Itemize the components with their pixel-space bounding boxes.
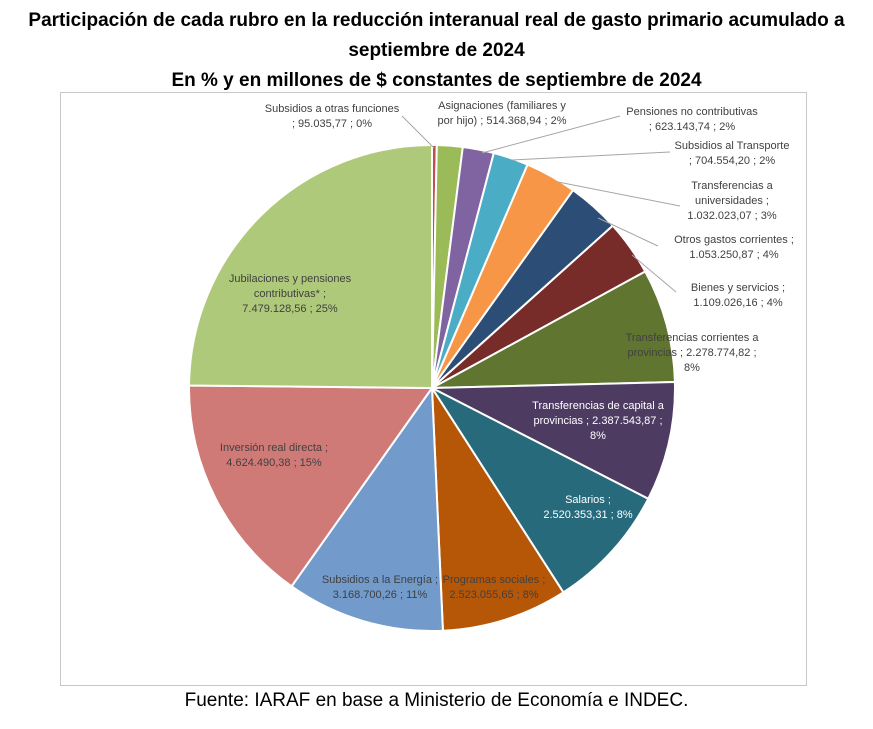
data-label-line: Subsidios a otras funciones bbox=[265, 103, 400, 115]
pie-slice-subsidios-a-la-energia bbox=[290, 385, 444, 632]
leader-line-pensiones-no-contributivas bbox=[481, 115, 621, 154]
data-label-line: Bienes y servicios ; bbox=[691, 282, 785, 294]
data-label-line: Jubilaciones y pensiones bbox=[229, 273, 352, 285]
title-line-2: septiembre de 2024 bbox=[348, 40, 525, 61]
data-label-line: Asignaciones (familiares y bbox=[438, 100, 566, 112]
data-label-line: 1.032.023,07 ; 3% bbox=[687, 210, 777, 222]
data-label-line: Transferencias corrientes a bbox=[626, 332, 760, 344]
data-label-line: universidades ; bbox=[695, 195, 769, 207]
data-label-line: provincias ; 2.387.543,87 ; bbox=[533, 415, 662, 427]
data-label-pensiones-no-contributivas: Pensiones no contributivas ; 623.143,74 ;… bbox=[626, 106, 758, 133]
data-label-line: 8% bbox=[684, 362, 700, 374]
data-label-asignaciones-familiares-y-por-hijo: Asignaciones (familiares y por hijo) ; 51… bbox=[437, 100, 566, 127]
data-label-line: 2.523.055,65 ; 8% bbox=[449, 589, 539, 601]
data-label-transferencias-de-capital-a-provincias: Transferencias de capital a provincias ; … bbox=[532, 400, 665, 442]
data-label-line: 8% bbox=[590, 430, 606, 442]
chart-frame bbox=[60, 92, 807, 686]
data-labels: Subsidios a otras funciones ; 95.035,77 ;… bbox=[220, 100, 794, 601]
data-label-otros-gastos-corrientes: Otros gastos corrientes ; 1.053.250,87 ; … bbox=[674, 234, 794, 261]
data-label-line: provincias ; 2.278.774,82 ; bbox=[627, 347, 756, 359]
data-label-line: ; 704.554,20 ; 2% bbox=[689, 155, 775, 167]
pie-slice-transferencias-de-capital-a-provincias bbox=[431, 380, 676, 501]
leader-line-transferencias-a-universidades bbox=[557, 181, 681, 207]
data-label-line: Subsidios a la Energía ; bbox=[322, 574, 438, 586]
source-note: Fuente: IARAF en base a Ministerio de Ec… bbox=[184, 690, 689, 711]
pie-slice-salarios bbox=[429, 385, 650, 594]
pie-slice-programas-sociales bbox=[430, 384, 565, 632]
title-line-1: Participación de cada rubro en la reducc… bbox=[28, 10, 845, 31]
data-label-line: 7.479.128,56 ; 25% bbox=[242, 303, 338, 315]
data-label-line: 1.109.026,16 ; 4% bbox=[693, 297, 783, 309]
data-label-line: contributivas* ; bbox=[254, 288, 326, 300]
data-label-programas-sociales: Programas sociales ; 2.523.055,65 ; 8% bbox=[443, 574, 546, 601]
data-label-transferencias-corrientes-a-provincias: Transferencias corrientes a provincias ; … bbox=[626, 332, 760, 374]
title-line-3: En % y en millones de $ constantes de se… bbox=[171, 70, 702, 91]
data-label-line: ; 623.143,74 ; 2% bbox=[649, 121, 735, 133]
leader-line-subsidios-al-transporte bbox=[511, 151, 671, 161]
data-label-line: 3.168.700,26 ; 11% bbox=[333, 589, 428, 601]
pie-slices bbox=[187, 143, 676, 632]
leader-line-otros-gastos-corrientes bbox=[597, 217, 659, 247]
data-label-line: ; 95.035,77 ; 0% bbox=[292, 118, 372, 130]
data-label-inversion-real-directa: Inversión real directa ; 4.624.490,38 ; 1… bbox=[220, 442, 328, 469]
data-label-transferencias-a-universidades: Transferencias a universidades ; 1.032.023… bbox=[687, 180, 777, 222]
data-label-line: Programas sociales ; bbox=[443, 574, 546, 586]
leader-line-bienes-y-servicios bbox=[631, 254, 677, 293]
data-label-subsidios-a-la-energia: Subsidios a la Energía ; 3.168.700,26 ; 1… bbox=[322, 574, 438, 601]
data-label-line: Otros gastos corrientes ; bbox=[674, 234, 794, 246]
data-label-line: 1.053.250,87 ; 4% bbox=[689, 249, 779, 261]
data-label-bienes-y-servicios: Bienes y servicios ; 1.109.026,16 ; 4% bbox=[691, 282, 785, 309]
data-label-line: Inversión real directa ; bbox=[220, 442, 328, 454]
pie-slice-jubilaciones-y-pensiones-contributivas bbox=[187, 143, 433, 390]
data-label-line: 4.624.490,38 ; 15% bbox=[226, 457, 322, 469]
data-label-line: 2.520.353,31 ; 8% bbox=[543, 509, 633, 521]
pie-slice-transferencias-corrientes-a-provincias bbox=[431, 270, 676, 389]
data-label-line: Transferencias a bbox=[691, 180, 773, 192]
leader-line-subsidios-a-otras-funciones bbox=[401, 115, 435, 149]
pie-slice-inversion-real-directa bbox=[188, 384, 434, 588]
chart-title: Participación de cada rubro en la reducc… bbox=[0, 6, 873, 96]
data-label-line: Salarios ; bbox=[565, 494, 611, 506]
data-label-line: por hijo) ; 514.368,94 ; 2% bbox=[437, 115, 566, 127]
data-label-subsidios-al-transporte: Subsidios al Transporte ; 704.554,20 ; 2% bbox=[675, 140, 790, 167]
data-label-line: Subsidios al Transporte bbox=[675, 140, 790, 152]
data-label-salarios: Salarios ; 2.520.353,31 ; 8% bbox=[543, 494, 633, 521]
data-label-jubilaciones-y-pensiones-contributivas: Jubilaciones y pensiones contributivas* ;… bbox=[229, 273, 352, 315]
leader-lines bbox=[401, 115, 681, 293]
data-label-line: Transferencias de capital a bbox=[532, 400, 665, 412]
data-label-line: Pensiones no contributivas bbox=[626, 106, 758, 118]
data-label-subsidios-a-otras-funciones: Subsidios a otras funciones ; 95.035,77 ;… bbox=[265, 103, 400, 130]
